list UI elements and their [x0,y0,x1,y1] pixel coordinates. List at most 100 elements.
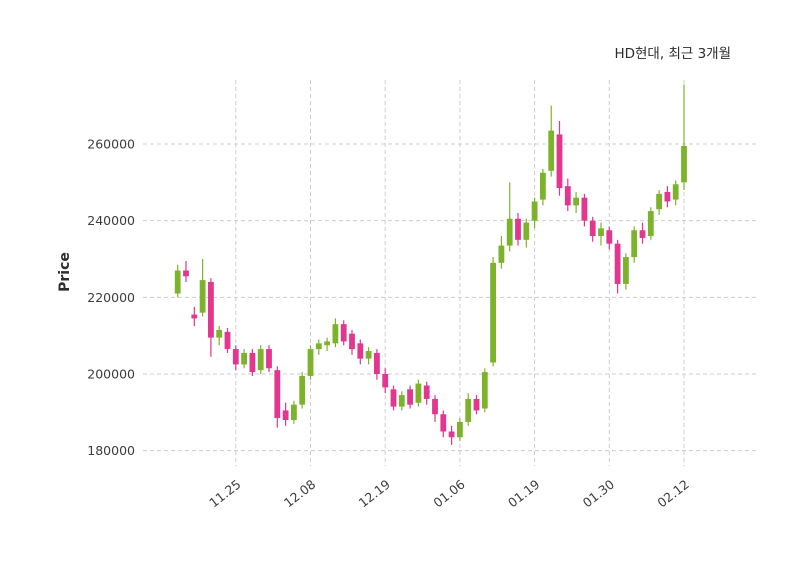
candle-body [315,343,322,350]
candle [573,191,579,214]
y-tick-label: 200000 [87,367,135,382]
candle [639,222,646,244]
candle [589,216,596,242]
candle-body [440,414,447,432]
candle [490,257,496,367]
candle-body [332,324,339,344]
chart-title: HD현대, 최근 3개월 [614,46,731,62]
candle [382,368,389,394]
candle-body [324,341,330,346]
candle-body [606,230,613,244]
candle-body [672,184,679,200]
x-tick-label: 01.06 [430,477,467,511]
candle-body [199,280,206,313]
candle [564,178,571,212]
x-tick-label: 12.19 [356,477,393,511]
candle-body [224,331,231,350]
candle-body [639,230,646,238]
candle-body [664,191,671,202]
candle [631,226,638,263]
candle-body [531,201,538,221]
candle [423,381,430,405]
candle-body [614,243,621,284]
candle-body [398,395,405,407]
candle [324,337,330,352]
y-tick-label: 260000 [87,137,135,152]
candle [365,347,372,365]
candle-body [216,329,223,338]
candle [598,222,604,246]
candle [556,121,563,196]
candle-body [457,421,463,438]
candle-body [465,398,472,422]
candle [415,379,422,407]
candle [216,326,223,346]
candle [274,366,281,428]
candle [498,236,505,269]
candle [515,213,521,246]
candle [448,425,455,445]
candle [241,349,247,369]
candle-body [432,398,438,415]
candle [332,318,339,348]
candle [199,259,206,317]
candle [614,239,621,294]
candle [647,207,654,240]
candle-body [407,389,413,405]
candle [457,418,463,442]
y-tick-label: 220000 [87,290,135,305]
candle-body [681,145,687,183]
candle-body [241,352,247,365]
candle-body [174,270,181,294]
candle [266,345,272,373]
candle [307,345,314,380]
candle [232,345,239,371]
x-tick-label: 01.30 [580,477,617,511]
candle [581,193,588,227]
candle [299,372,306,409]
candle-body [515,218,521,240]
candle-body [282,410,289,421]
candle-body [374,352,380,375]
candle-body [589,220,596,237]
candle-body [365,351,372,359]
candle [374,349,380,380]
candle-body [490,262,496,363]
candle [531,197,538,229]
candle [432,395,438,422]
candle-body [423,385,430,399]
y-tick-label: 180000 [87,443,135,458]
y-tick-label: 240000 [87,213,135,228]
candle-body [415,383,422,403]
candle-body [274,370,281,419]
candle [681,84,687,191]
candle [183,260,189,283]
x-tick-label: 01.19 [505,477,542,511]
candles-layer [174,84,687,445]
candle [291,400,297,424]
candle [249,349,256,376]
candle [481,368,488,413]
candle [349,329,355,355]
candle [407,385,413,409]
candle-body [266,349,272,369]
candle-body [473,398,480,411]
candle [623,253,629,290]
candle-body [357,343,364,359]
candle-body [349,333,355,350]
candle [664,186,671,208]
candle-body [481,372,488,409]
x-tick-label: 12.08 [281,477,318,511]
candle [208,278,214,357]
candle-body [191,314,198,319]
candle-body [556,134,563,189]
candle-body [564,186,571,206]
candle [473,395,480,415]
candle-body [581,197,588,221]
candle-body [208,282,214,338]
candle [340,320,347,346]
horizontal-gridlines [143,143,756,452]
candle-body [257,349,264,371]
candle-body [299,375,306,405]
